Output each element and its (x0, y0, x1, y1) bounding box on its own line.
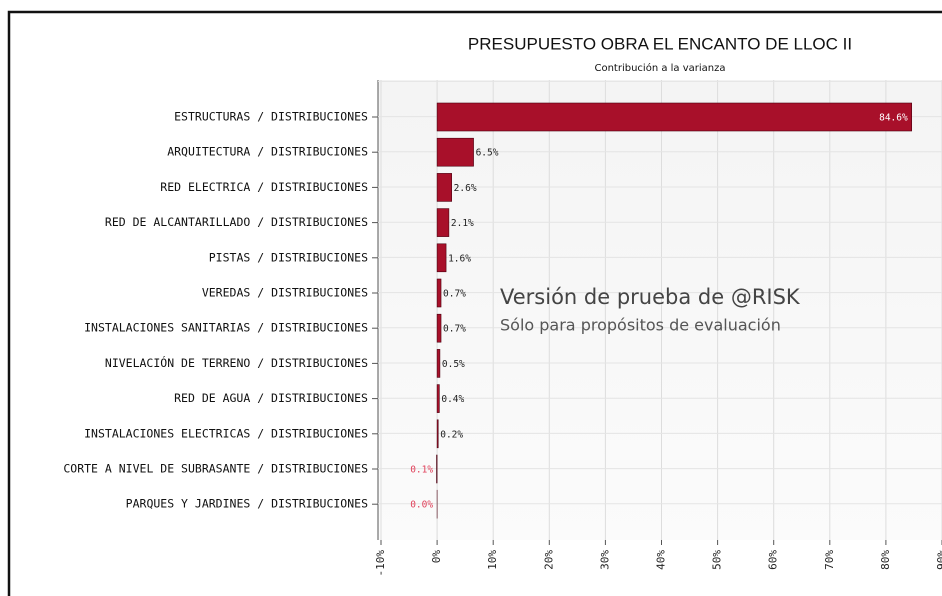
frame (7, 10, 942, 596)
x-tick-label: -10% (374, 550, 387, 577)
value-label: 0.5% (442, 359, 465, 370)
x-tick-label: 90% (935, 550, 942, 570)
y-tick-label: CORTE A NIVEL DE SUBRASANTE / DISTRIBUCI… (63, 462, 368, 476)
bar (436, 384, 440, 413)
value-label: 0.7% (443, 324, 466, 335)
y-tick-label: INSTALACIONES SANITARIAS / DISTRIBUCIONE… (84, 321, 368, 335)
value-label: 0.1% (410, 465, 433, 476)
grid: -10% 0% 10% 20% 30% 40% 50% 60% 70% 80% 90% ESTRUCT… (63, 80, 942, 577)
x-tick-label: 60% (767, 550, 780, 570)
x-tick-label: 0% (430, 550, 443, 564)
bar (436, 102, 913, 132)
value-label: 1.6% (448, 253, 471, 264)
value-label: 6.5% (476, 148, 499, 159)
x-tick-label: 30% (598, 550, 611, 570)
bar (436, 349, 441, 378)
bar (436, 173, 452, 202)
y-tick-label: PARQUES Y JARDINES / DISTRIBUCIONES (126, 497, 368, 511)
y-tick-label: NIVELACIÓN DE TERRENO / DISTRIBUCIONES (105, 355, 368, 370)
bar (436, 243, 447, 273)
value-label: 2.1% (451, 218, 474, 229)
y-tick-label: RED ELECTRICA / DISTRIBUCIONES (160, 180, 368, 194)
value-label: 0.7% (443, 289, 466, 300)
y-tick-label: INSTALACIONES ELECTRICAS / DISTRIBUCIONE… (84, 426, 368, 440)
value-label: 0.2% (440, 429, 463, 440)
watermark: Sólo para propósitos de evaluación (500, 316, 781, 335)
y-tick-label: PISTAS / DISTRIBUCIONES (209, 250, 368, 264)
bar (436, 454, 438, 484)
x-tick-label: 20% (542, 550, 555, 570)
watermark: Versión de prueba de @RISK (500, 285, 801, 309)
y-tick-label: RED DE AGUA / DISTRIBUCIONES (174, 391, 368, 405)
bar (436, 419, 439, 449)
bar (436, 208, 450, 237)
x-tick-label: 10% (486, 550, 499, 570)
value-label: 2.6% (454, 183, 477, 194)
chart-subtitle: Contribución a la varianza (594, 62, 725, 74)
y-tick-label: ARQUITECTURA / DISTRIBUCIONES (167, 145, 368, 159)
y-tick-label: VEREDAS / DISTRIBUCIONES (202, 286, 368, 300)
x-tick-label: 40% (655, 550, 668, 570)
value-label: 84.6% (879, 113, 908, 124)
bar (436, 278, 442, 308)
x-tick-label: 50% (711, 550, 724, 570)
bar (436, 137, 474, 167)
chart-title: PRESUPUESTO OBRA EL ENCANTO DE LLOC II (468, 34, 852, 53)
value-label: 0.4% (441, 394, 464, 405)
value-label: 0.0% (410, 500, 433, 511)
y-tick-label: RED DE ALCANTARILLADO / DISTRIBUCIONES (105, 215, 368, 229)
bars: 84.6% 6.5% 2.6% 2.1% 1.6% 0.7% 0.7% 0.5% 0.4% 0.2… (410, 102, 913, 519)
x-tick-label: 80% (879, 550, 892, 570)
bar (436, 313, 442, 343)
x-tick-label: 70% (823, 550, 836, 570)
y-tick-label: ESTRUCTURAS / DISTRIBUCIONES (174, 110, 368, 124)
